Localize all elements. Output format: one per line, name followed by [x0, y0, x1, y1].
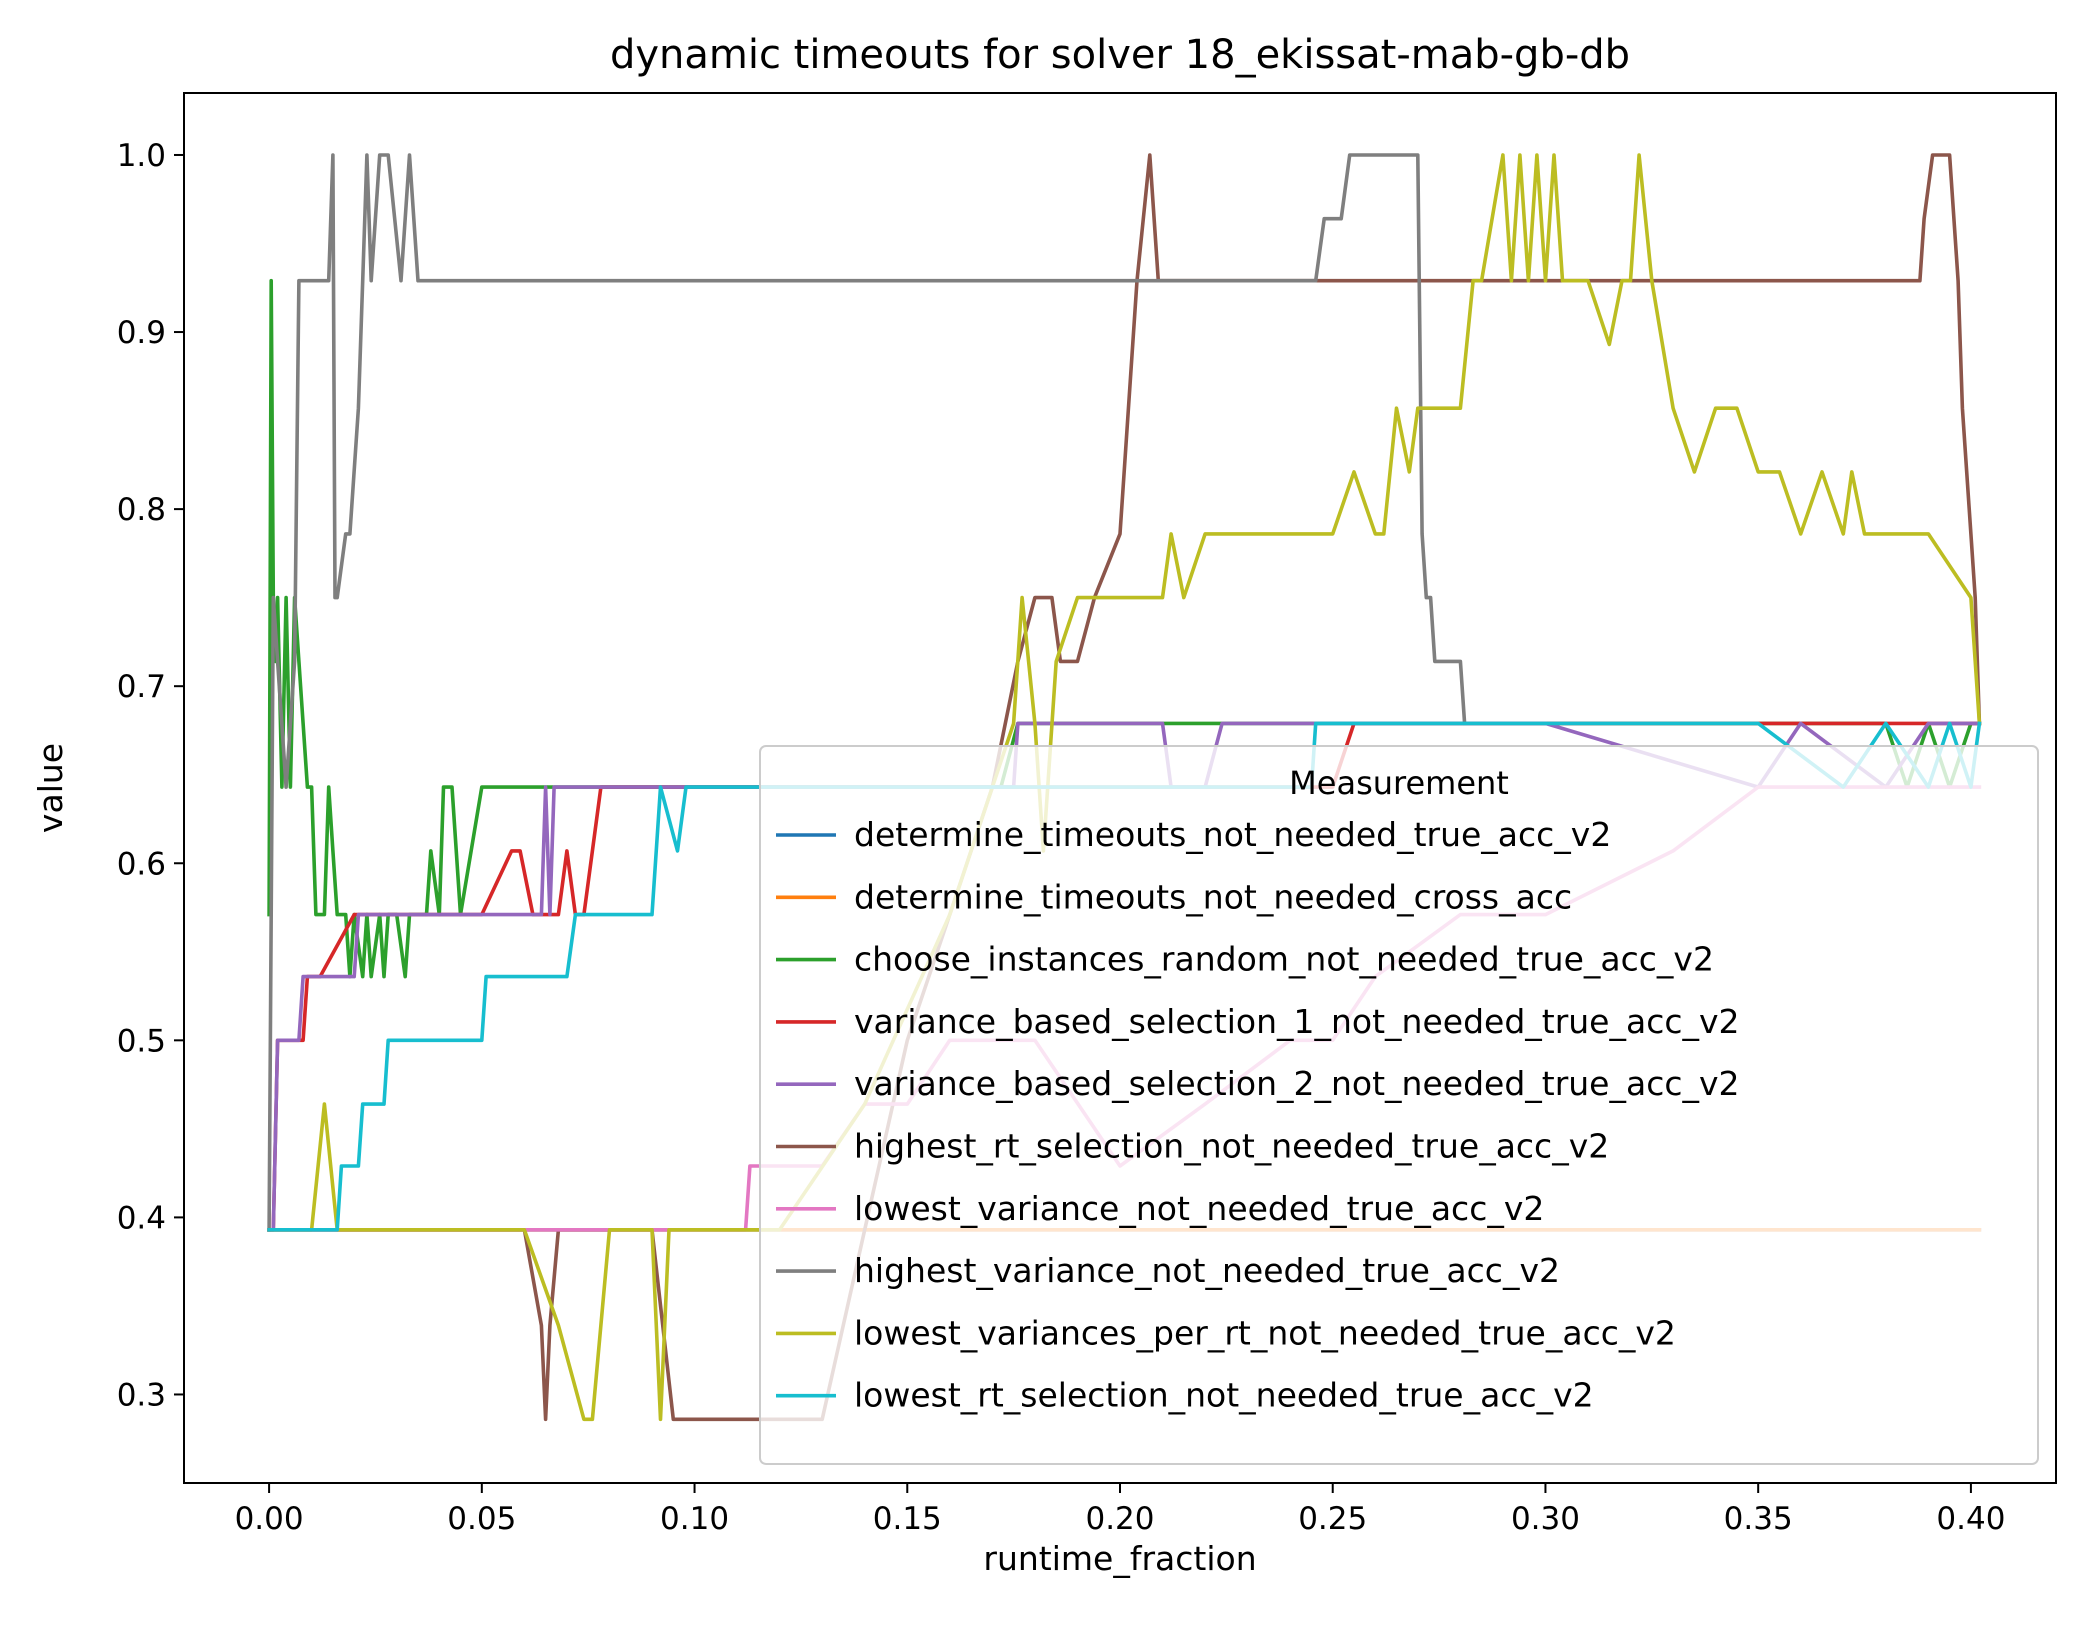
y-tick-label: 0.9: [117, 315, 166, 351]
series-line-9: [267, 153, 1982, 1422]
chart-title: dynamic timeouts for solver 18_ekissat-m…: [610, 32, 1630, 78]
y-axis-label: value: [31, 743, 70, 833]
legend-box: [759, 745, 2039, 1465]
y-tick-label: 0.5: [117, 1023, 166, 1059]
x-tick-label: 0.05: [447, 1501, 516, 1537]
x-tick-label: 0.30: [1511, 1501, 1580, 1537]
x-axis-label: runtime_fraction: [983, 1539, 1256, 1578]
y-tick-label: 0.7: [117, 669, 166, 705]
legend-title: Measurement: [1289, 764, 1509, 802]
legend-label-8: highest_variance_not_needed_true_acc_v2: [854, 1251, 1560, 1290]
legend-label-2: determine_timeouts_not_needed_cross_acc: [854, 877, 1572, 916]
legend-label-10: lowest_rt_selection_not_needed_true_acc_…: [854, 1376, 1594, 1415]
x-tick-label: 0.25: [1298, 1501, 1367, 1537]
x-tick-label: 0.15: [873, 1501, 942, 1537]
y-tick-label: 0.4: [117, 1200, 166, 1236]
y-tick-label: 0.3: [117, 1377, 166, 1413]
ticks-layer: 0.00 0.05 0.10 0.15 0.20 0.25 0.30 0.35 0.40 0.3 0…: [117, 138, 2006, 1537]
legend-label-6: highest_rt_selection_not_needed_true_acc…: [854, 1127, 1609, 1166]
legend-label-7: lowest_variance_not_needed_true_acc_v2: [854, 1189, 1544, 1228]
series-line-8: [267, 153, 1467, 1232]
x-tick-label: 0.40: [1936, 1501, 2005, 1537]
y-tick-label: 0.8: [117, 492, 166, 528]
y-tick-label: 1.0: [117, 138, 166, 174]
x-tick-label: 0.10: [660, 1501, 729, 1537]
legend-label-5: variance_based_selection_2_not_needed_tr…: [854, 1064, 1740, 1103]
x-tick-label: 0.20: [1085, 1501, 1154, 1537]
y-tick-label: 0.6: [117, 846, 166, 882]
x-tick-label: 0.00: [235, 1501, 304, 1537]
legend-label-3: choose_instances_random_not_needed_true_…: [854, 940, 1714, 979]
legend-label-4: variance_based_selection_1_not_needed_tr…: [854, 1002, 1740, 1041]
legend: Measurement determine_timeouts_not_needed…: [759, 745, 2039, 1465]
x-tick-label: 0.35: [1724, 1501, 1793, 1537]
legend-label-1: determine_timeouts_not_needed_true_acc_v…: [854, 815, 1611, 854]
legend-label-9: lowest_variances_per_rt_not_needed_true_…: [854, 1313, 1676, 1352]
